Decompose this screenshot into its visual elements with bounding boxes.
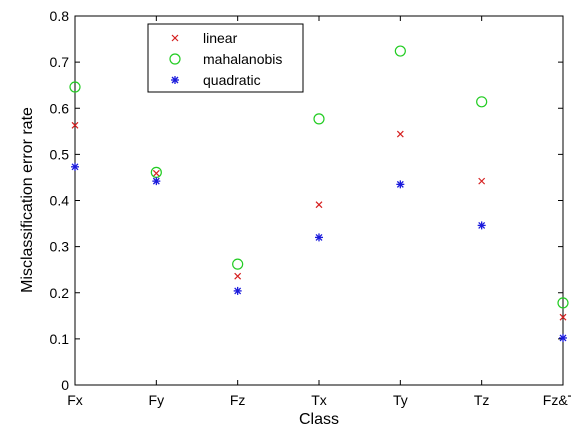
data-points [69,45,569,342]
legend-marker-linear [171,34,179,42]
point-linear-Ty [396,130,404,138]
x-tick-label: Fy [149,392,165,408]
legend-marker-mahalanobis [169,53,181,65]
legend-label-linear: linear [203,30,238,46]
y-tick-label: 0.6 [50,100,70,116]
point-mahalanobis-Tx [313,113,325,125]
point-linear-Tz [478,177,486,185]
y-tick-label: 0.1 [50,331,70,347]
y-axis-title: Misclassification error rate [19,107,36,293]
point-mahalanobis-Fx [69,81,81,93]
point-mahalanobis-Fz&Tz [557,297,569,309]
point-quadratic-Fy [152,177,161,186]
point-quadratic-Tz [477,221,486,230]
y-tick-label: 0 [61,377,69,393]
x-tick-label: Tx [311,392,327,408]
point-mahalanobis-Fz [232,258,244,270]
x-tick-label: Ty [393,392,408,408]
point-mahalanobis-Ty [394,45,406,57]
legend-label-mahalanobis: mahalanobis [203,51,282,67]
point-quadratic-Tx [315,233,323,242]
point-linear-Fy [152,169,160,177]
legend-label-quadratic: quadratic [203,72,261,88]
x-tick-label: Fz&Tz [543,392,571,408]
legend: linear mahalanobis quadratic [147,23,304,93]
y-tick-label: 0.8 [50,8,70,24]
legend-marker-quadratic [171,76,179,84]
point-linear-Fz&Tz [559,313,567,321]
y-tick-label: 0.3 [50,239,70,255]
x-tick-label: Fz [230,392,246,408]
x-tick-label: Tz [474,392,490,408]
point-linear-Tx [315,201,323,209]
point-quadratic-Fz [233,286,242,295]
y-tick-label: 0.4 [50,193,70,209]
point-quadratic-Ty [396,180,405,189]
legend-markers [169,34,181,84]
y-tick-label: 0.2 [50,285,70,301]
point-quadratic-Fz&Tz [559,333,567,342]
point-quadratic-Fx [71,162,79,171]
y-tick-label: 0.7 [50,54,70,70]
x-axis-title: Class [299,411,339,428]
y-tick-label: 0.5 [50,146,70,162]
point-linear-Fz [234,272,242,280]
point-mahalanobis-Tz [476,96,488,108]
point-linear-Fx [71,121,79,129]
y-axis-ticks: 0 0.1 0.2 0.3 0.4 0.5 0.6 0.7 0.8 [50,8,563,393]
x-tick-label: Fx [67,392,83,408]
x-axis-ticks: Fx Fy Fz Tx Ty Tz Fz&Tz [67,16,571,408]
